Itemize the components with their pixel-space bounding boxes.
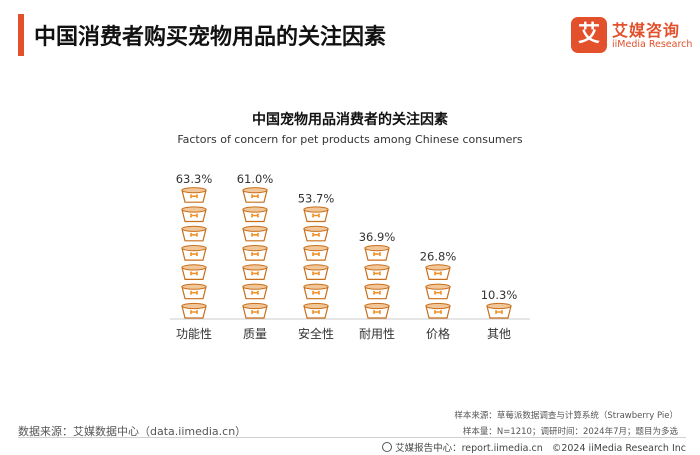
globe-icon <box>382 442 393 452</box>
pet-bowl-icon <box>242 187 268 203</box>
category-label: 功能性 <box>176 327 212 341</box>
copyright: ©2024 iiMedia Research Inc <box>551 443 686 454</box>
chart-subtitle: Factors of concern for pet products amon… <box>177 133 523 146</box>
pet-bowl-icon <box>181 283 207 300</box>
pet-bowl-icon <box>181 264 207 280</box>
pet-bowl-icon <box>303 225 329 242</box>
pet-bowl-icon <box>181 187 207 203</box>
pet-bowl-icon <box>303 264 329 280</box>
category-label: 质量 <box>243 327 267 341</box>
report-center: 艾媒报告中心：report.iimedia.cn <box>395 443 543 454</box>
data-label: 63.3% <box>176 172 213 186</box>
chart-title: 中国宠物用品消费者的关注因素 <box>252 112 448 128</box>
logo-text-en: iiMedia Research <box>612 39 693 50</box>
pet-bowl-icon <box>425 264 451 280</box>
footer-bar: 艾媒报告中心：report.iimedia.cn ©2024 iiMedia R… <box>382 440 686 454</box>
data-label: 26.8% <box>420 249 457 263</box>
pet-bowl-icon <box>242 206 268 223</box>
data-label: 61.0% <box>237 172 274 186</box>
footer-divider <box>18 437 686 438</box>
pet-bowl-icon <box>181 206 207 223</box>
pet-bowl-icon <box>242 283 268 300</box>
pet-bowl-icon <box>303 206 329 223</box>
data-label: 53.7% <box>298 192 335 206</box>
pet-bowl-icon <box>364 245 390 261</box>
logo-mark: 艾 <box>571 17 607 53</box>
pet-bowl-icon <box>303 245 329 261</box>
pet-bowl-icon <box>364 264 390 280</box>
pet-bowl-icon <box>303 283 329 300</box>
category-label: 安全性 <box>298 326 334 341</box>
data-label: 10.3% <box>481 288 518 302</box>
category-label: 价格 <box>426 326 450 341</box>
pet-bowl-icon <box>364 302 390 319</box>
pet-bowl-icon <box>181 245 207 261</box>
sample-source: 样本来源：草莓派数据调查与计算系统（Strawberry Pie） <box>454 411 678 421</box>
pet-bowl-icon <box>242 264 268 280</box>
page-title: 中国消费者购买宠物用品的关注因素 <box>34 25 387 50</box>
pet-bowl-icon <box>181 225 207 242</box>
pet-bowl-icon <box>242 225 268 242</box>
data-source: 数据来源：艾媒数据中心（data.iimedia.cn） <box>18 425 247 438</box>
header-accent-bar <box>18 14 24 56</box>
pet-bowl-icon <box>303 302 329 319</box>
pet-bowl-icon <box>425 302 451 319</box>
logo-text-cn: 艾媒咨询 <box>612 21 681 40</box>
data-label: 36.9% <box>359 230 396 244</box>
sample-info: 样本量：N=1210；调研时间：2024年7月；题目为多选 <box>462 427 678 437</box>
iimedia-logo: 艾 艾媒咨询 iiMedia Research <box>571 15 692 55</box>
pet-bowl-icon <box>181 302 207 319</box>
pet-bowl-icon <box>242 302 268 319</box>
category-label: 耐用性 <box>359 327 395 341</box>
pet-bowl-icon <box>242 245 268 261</box>
category-label: 其他 <box>487 327 511 341</box>
pet-bowl-icon <box>364 283 390 300</box>
pet-bowl-icon <box>425 283 451 300</box>
pet-bowl-icon <box>486 302 512 319</box>
